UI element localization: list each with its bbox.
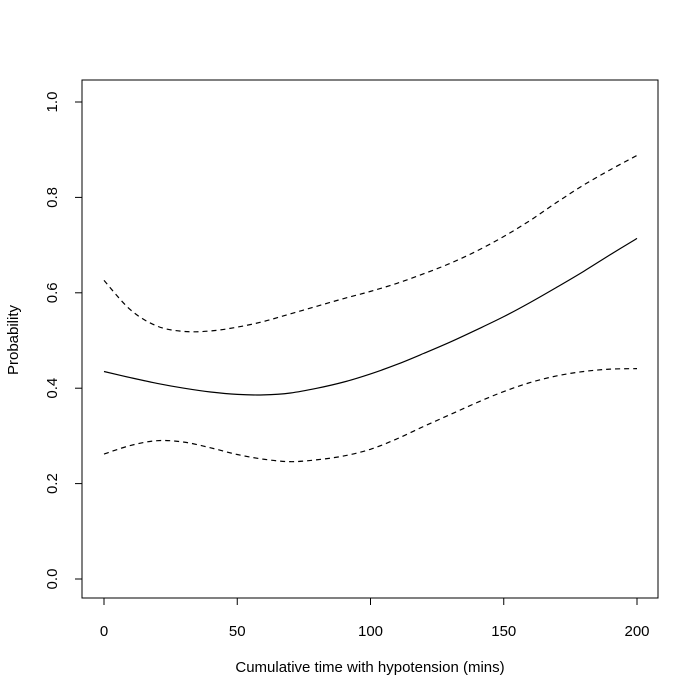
upper-bound-line (103, 154, 638, 333)
y-tick-label: 0.6 (44, 282, 61, 303)
x-tick-label: 50 (229, 623, 246, 640)
y-axis: 0.0 0.2 0.4 0.6 0.8 1.0 (44, 92, 83, 590)
plot-frame (81, 79, 659, 599)
series-layer (103, 154, 638, 463)
x-axis-title: Cumulative time with hypotension (mins) (235, 659, 504, 676)
y-tick-label: 0.8 (44, 187, 61, 208)
x-tick-label: 0 (100, 623, 108, 640)
lower-bound-line (103, 368, 638, 463)
x-axis: 0 50 100 150 200 (100, 597, 650, 640)
y-tick-label: 0.0 (44, 569, 61, 590)
x-tick-label: 200 (624, 623, 649, 640)
y-tick-label: 0.4 (44, 378, 61, 399)
x-tick-label: 100 (358, 623, 383, 640)
estimate-line (103, 237, 638, 396)
y-tick-label: 1.0 (44, 92, 61, 113)
x-tick-label: 150 (491, 623, 516, 640)
y-axis-title: Probability (5, 304, 22, 375)
y-tick-label: 0.2 (44, 473, 61, 494)
